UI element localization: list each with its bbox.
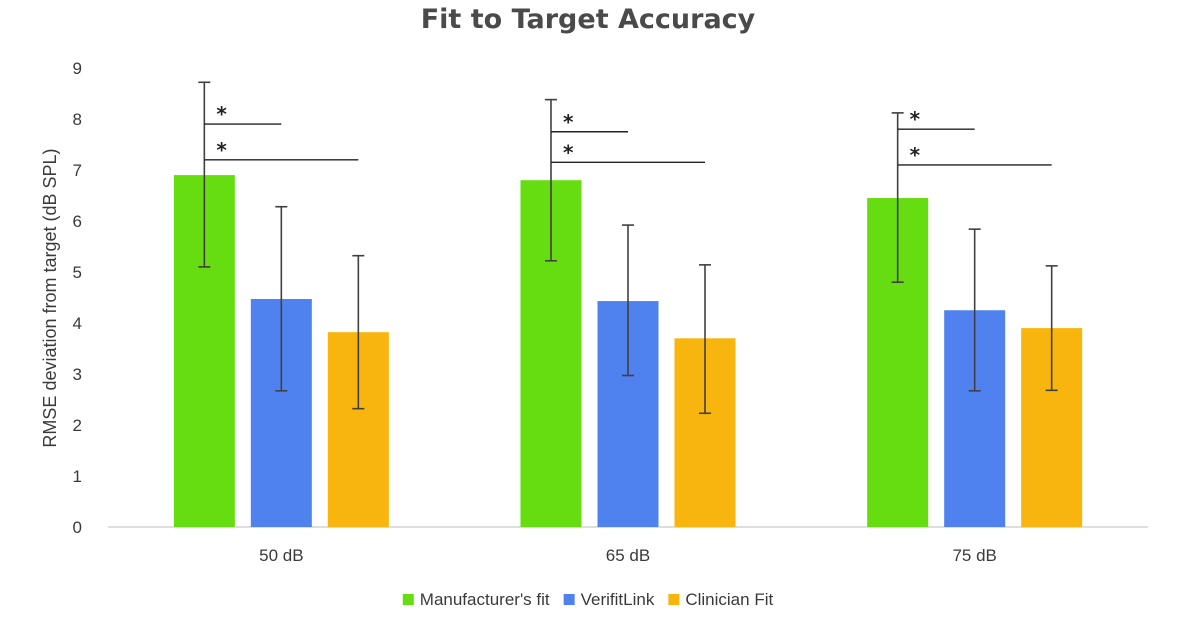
y-tick-label: 5	[73, 263, 82, 282]
category-label: 65 dB	[606, 546, 650, 565]
significance-star: *	[910, 143, 921, 167]
significance-star: *	[563, 110, 574, 134]
category-label-group: 50 dB 65 dB 75 dB	[259, 546, 997, 565]
y-tick-label: 2	[73, 416, 82, 435]
legend-swatch	[402, 594, 414, 605]
significance-star: *	[216, 102, 227, 126]
legend-label: Clinician Fit	[685, 590, 773, 609]
y-tick-label: 6	[73, 212, 82, 231]
y-tick-label: 9	[73, 59, 82, 78]
significance-star: *	[910, 107, 921, 131]
significance-group: * * * * * *	[204, 102, 1052, 167]
legend-label: VerifitLink	[581, 590, 655, 609]
category-label: 75 dB	[952, 546, 996, 565]
legend: Manufacturer's fit VerifitLink Clinician F…	[402, 590, 773, 609]
error-bar-group	[198, 81, 1058, 415]
y-tick-group: 0 1 2 3 4 5 6 7 8 9	[73, 59, 82, 537]
y-tick-label: 3	[73, 365, 82, 384]
y-tick-label: 4	[73, 314, 82, 333]
legend-swatch	[563, 594, 575, 605]
y-tick-label: 1	[73, 467, 82, 486]
y-tick-label: 0	[73, 518, 82, 537]
y-axis-label: RMSE deviation from target (dB SPL)	[40, 148, 60, 447]
significance-star: *	[563, 140, 574, 164]
category-label: 50 dB	[259, 546, 303, 565]
legend-swatch	[668, 594, 680, 605]
significance-star: *	[216, 138, 227, 162]
y-tick-label: 7	[73, 161, 82, 180]
chart-title: Fit to Target Accuracy	[421, 4, 756, 35]
legend-label: Manufacturer's fit	[420, 590, 550, 609]
y-tick-label: 8	[73, 110, 82, 129]
